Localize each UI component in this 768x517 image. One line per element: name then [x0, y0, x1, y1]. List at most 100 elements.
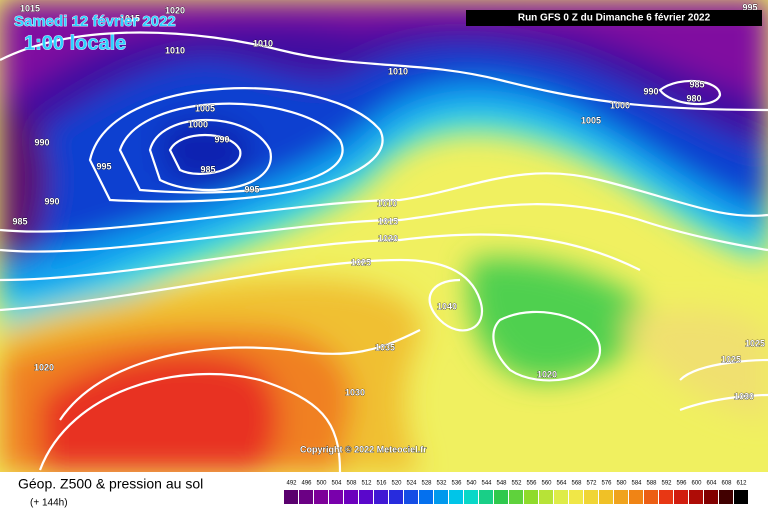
forecast-time: 1:00 locale — [24, 32, 126, 54]
colorbar-label: 540 — [466, 481, 477, 487]
colorbar-label: 604 — [706, 481, 717, 487]
colorbar-label: 520 — [391, 481, 402, 487]
copyright: Copyright © 2022 Meteociel.fr — [300, 444, 427, 454]
colorbar-swatch — [374, 490, 388, 504]
isobar-label: 990 — [34, 137, 49, 147]
isobar-label: 1000 — [610, 100, 630, 110]
colorbar-swatch — [674, 490, 688, 504]
colorbar-label: 584 — [631, 481, 642, 487]
colorbar-swatch — [314, 490, 328, 504]
isobars — [0, 31, 768, 473]
colorbar-swatch — [599, 490, 613, 504]
isobar-label: 1035 — [375, 342, 395, 352]
colorbar-swatch — [419, 490, 433, 504]
colorbar-swatch — [719, 490, 733, 504]
colorbar-swatch — [539, 490, 553, 504]
colorbar-swatch — [554, 490, 568, 504]
colorbar-label: 536 — [451, 481, 462, 487]
isobar-label: 980 — [686, 93, 701, 103]
colorbar-swatch — [284, 490, 298, 504]
isobar-label: 995 — [742, 2, 757, 12]
isobar-label: 1025 — [745, 338, 765, 348]
isobar-label: 1020 — [34, 362, 54, 372]
colorbar-label: 496 — [301, 481, 312, 487]
run-info: Run GFS 0 Z du Dimanche 6 février 2022 — [518, 13, 711, 24]
isobar-label: 1005 — [195, 103, 215, 113]
geopotential-field — [0, 0, 768, 472]
isobar-label: 1010 — [253, 38, 273, 48]
isobar-label: 995 — [244, 184, 259, 194]
isobar-label: 1010 — [165, 45, 185, 55]
colorbar-swatch — [449, 490, 463, 504]
colorbar-swatch — [614, 490, 628, 504]
colorbar-label: 568 — [571, 481, 582, 487]
isobar-label: 1015 — [120, 13, 140, 23]
isobar-label: 990 — [643, 86, 658, 96]
colorbar-swatch — [299, 490, 313, 504]
colorbar-label: 528 — [421, 481, 432, 487]
colorbar-label: 596 — [676, 481, 687, 487]
colorbar-swatch — [329, 490, 343, 504]
colorbar-label: 556 — [526, 481, 537, 487]
colorbar-label: 592 — [661, 481, 672, 487]
colorbar-swatch — [734, 490, 748, 504]
isobar-label: 1025 — [721, 354, 741, 364]
run-box — [466, 10, 762, 26]
colorbar-label: 500 — [316, 481, 327, 487]
colorbar: 492 496 500 504 508 512 516 520 524 528 532 536 540 5… — [284, 481, 748, 504]
colorbar-swatch — [464, 490, 478, 504]
isobar-label: 990 — [44, 196, 59, 206]
colorbar-swatch — [494, 490, 508, 504]
colorbar-swatch — [569, 490, 583, 504]
isobar-label: 985 — [689, 79, 704, 89]
colorbar-label: 588 — [646, 481, 657, 487]
colorbar-label: 492 — [286, 481, 297, 487]
colorbar-label: 512 — [361, 481, 372, 487]
colorbar-label: 544 — [481, 481, 492, 487]
colorbar-swatch — [689, 490, 703, 504]
colorbar-label: 504 — [331, 481, 342, 487]
isobar-label: 1020 — [165, 5, 185, 15]
colorbar-label: 532 — [436, 481, 447, 487]
colorbar-label: 560 — [541, 481, 552, 487]
isobar-label: 1020 — [378, 233, 398, 243]
isobar-label: 1020 — [537, 369, 557, 379]
colorbar-label: 572 — [586, 481, 597, 487]
colorbar-swatch — [509, 490, 523, 504]
colorbar-label: 600 — [691, 481, 702, 487]
isobar-labels: 1015 1015 1020 1010 1010 1010 1005 1000 990 985 99… — [12, 2, 765, 402]
colorbar-swatch — [704, 490, 718, 504]
colorbar-swatch — [344, 490, 358, 504]
isobar-label: 1000 — [188, 119, 208, 129]
colorbar-swatch — [434, 490, 448, 504]
colorbar-label: 580 — [616, 481, 627, 487]
isobar-label: 1025 — [351, 257, 371, 267]
isobar-label: 985 — [12, 216, 27, 226]
colorbar-label: 524 — [406, 481, 417, 487]
isobar-label: 995 — [96, 161, 111, 171]
colorbar-swatch — [659, 490, 673, 504]
colorbar-swatch — [404, 490, 418, 504]
forecast-date: Samedi 12 février 2022 — [14, 13, 176, 30]
colorbar-swatch — [479, 490, 493, 504]
colorbar-swatch — [389, 490, 403, 504]
isobar-label: 1030 — [734, 391, 754, 401]
isobar-label: 1030 — [345, 387, 365, 397]
colorbar-label: 508 — [346, 481, 357, 487]
isobar-label: 1010 — [388, 66, 408, 76]
colorbar-label: 612 — [736, 481, 747, 487]
footer-lead: (+ 144h) — [30, 498, 68, 509]
colorbar-label: 608 — [721, 481, 732, 487]
colorbar-label: 548 — [496, 481, 507, 487]
isobar-label: 1015 — [378, 216, 398, 226]
isobar-label: 1005 — [581, 115, 601, 125]
isobar-label: 1015 — [20, 3, 40, 13]
isobar-label: 985 — [200, 164, 215, 174]
colorbar-label: 564 — [556, 481, 567, 487]
colorbar-swatch — [584, 490, 598, 504]
isobar-label: 1010 — [377, 198, 397, 208]
colorbar-swatch — [644, 490, 658, 504]
colorbar-label: 576 — [601, 481, 612, 487]
colorbar-swatch — [359, 490, 373, 504]
